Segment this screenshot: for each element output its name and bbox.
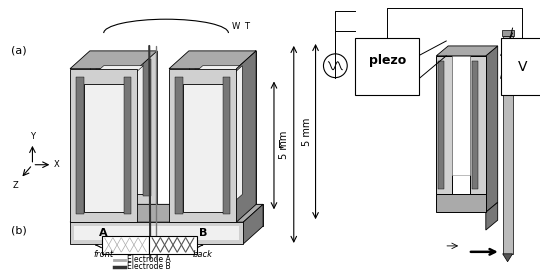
Polygon shape xyxy=(223,66,242,212)
Bar xyxy=(242,59,250,196)
Text: X: X xyxy=(54,160,60,169)
Bar xyxy=(123,77,131,214)
Text: back: back xyxy=(193,250,213,259)
Polygon shape xyxy=(183,66,242,84)
Polygon shape xyxy=(437,46,498,56)
Polygon shape xyxy=(104,66,143,194)
Text: Y: Y xyxy=(30,132,35,141)
Bar xyxy=(437,194,486,212)
Text: (a): (a) xyxy=(11,46,26,56)
Bar xyxy=(84,84,123,212)
Text: V: V xyxy=(518,60,528,74)
Text: W: W xyxy=(231,22,239,31)
Text: front: front xyxy=(93,250,114,259)
Polygon shape xyxy=(169,51,256,69)
Polygon shape xyxy=(90,204,263,226)
Polygon shape xyxy=(243,204,263,244)
Bar xyxy=(96,59,104,196)
Text: L: L xyxy=(278,141,283,150)
Polygon shape xyxy=(236,51,256,222)
Bar xyxy=(223,77,230,214)
Text: A: A xyxy=(99,228,108,238)
Bar xyxy=(70,222,243,244)
Text: B: B xyxy=(199,228,207,238)
Bar xyxy=(70,69,137,222)
Bar xyxy=(470,56,486,194)
Bar xyxy=(195,59,203,196)
Polygon shape xyxy=(203,66,242,194)
Bar xyxy=(76,77,84,214)
Text: Z: Z xyxy=(13,181,18,189)
Text: Electrode B: Electrode B xyxy=(128,262,171,271)
Bar xyxy=(437,56,452,194)
Polygon shape xyxy=(70,204,263,222)
Polygon shape xyxy=(503,254,513,262)
Polygon shape xyxy=(189,51,256,204)
Bar xyxy=(183,84,223,212)
Polygon shape xyxy=(486,202,498,230)
Text: 5 mm: 5 mm xyxy=(301,117,312,146)
Bar xyxy=(503,36,513,254)
Bar xyxy=(502,30,514,36)
Text: 5 mm: 5 mm xyxy=(279,130,289,159)
Bar xyxy=(438,61,444,189)
Text: Electrode A: Electrode A xyxy=(128,255,171,264)
Bar xyxy=(74,226,239,240)
Bar xyxy=(143,59,151,196)
Polygon shape xyxy=(486,46,498,212)
Bar xyxy=(472,61,478,189)
Polygon shape xyxy=(84,66,143,84)
Bar xyxy=(169,69,236,222)
Bar xyxy=(149,236,197,254)
Bar xyxy=(452,56,470,175)
Bar xyxy=(102,236,149,254)
Text: plezo: plezo xyxy=(369,54,406,67)
Bar xyxy=(501,38,543,95)
Polygon shape xyxy=(90,51,157,204)
Text: (b): (b) xyxy=(11,226,27,236)
Text: T: T xyxy=(244,22,249,31)
Bar xyxy=(175,77,183,214)
Polygon shape xyxy=(70,51,157,69)
Bar xyxy=(355,38,420,95)
